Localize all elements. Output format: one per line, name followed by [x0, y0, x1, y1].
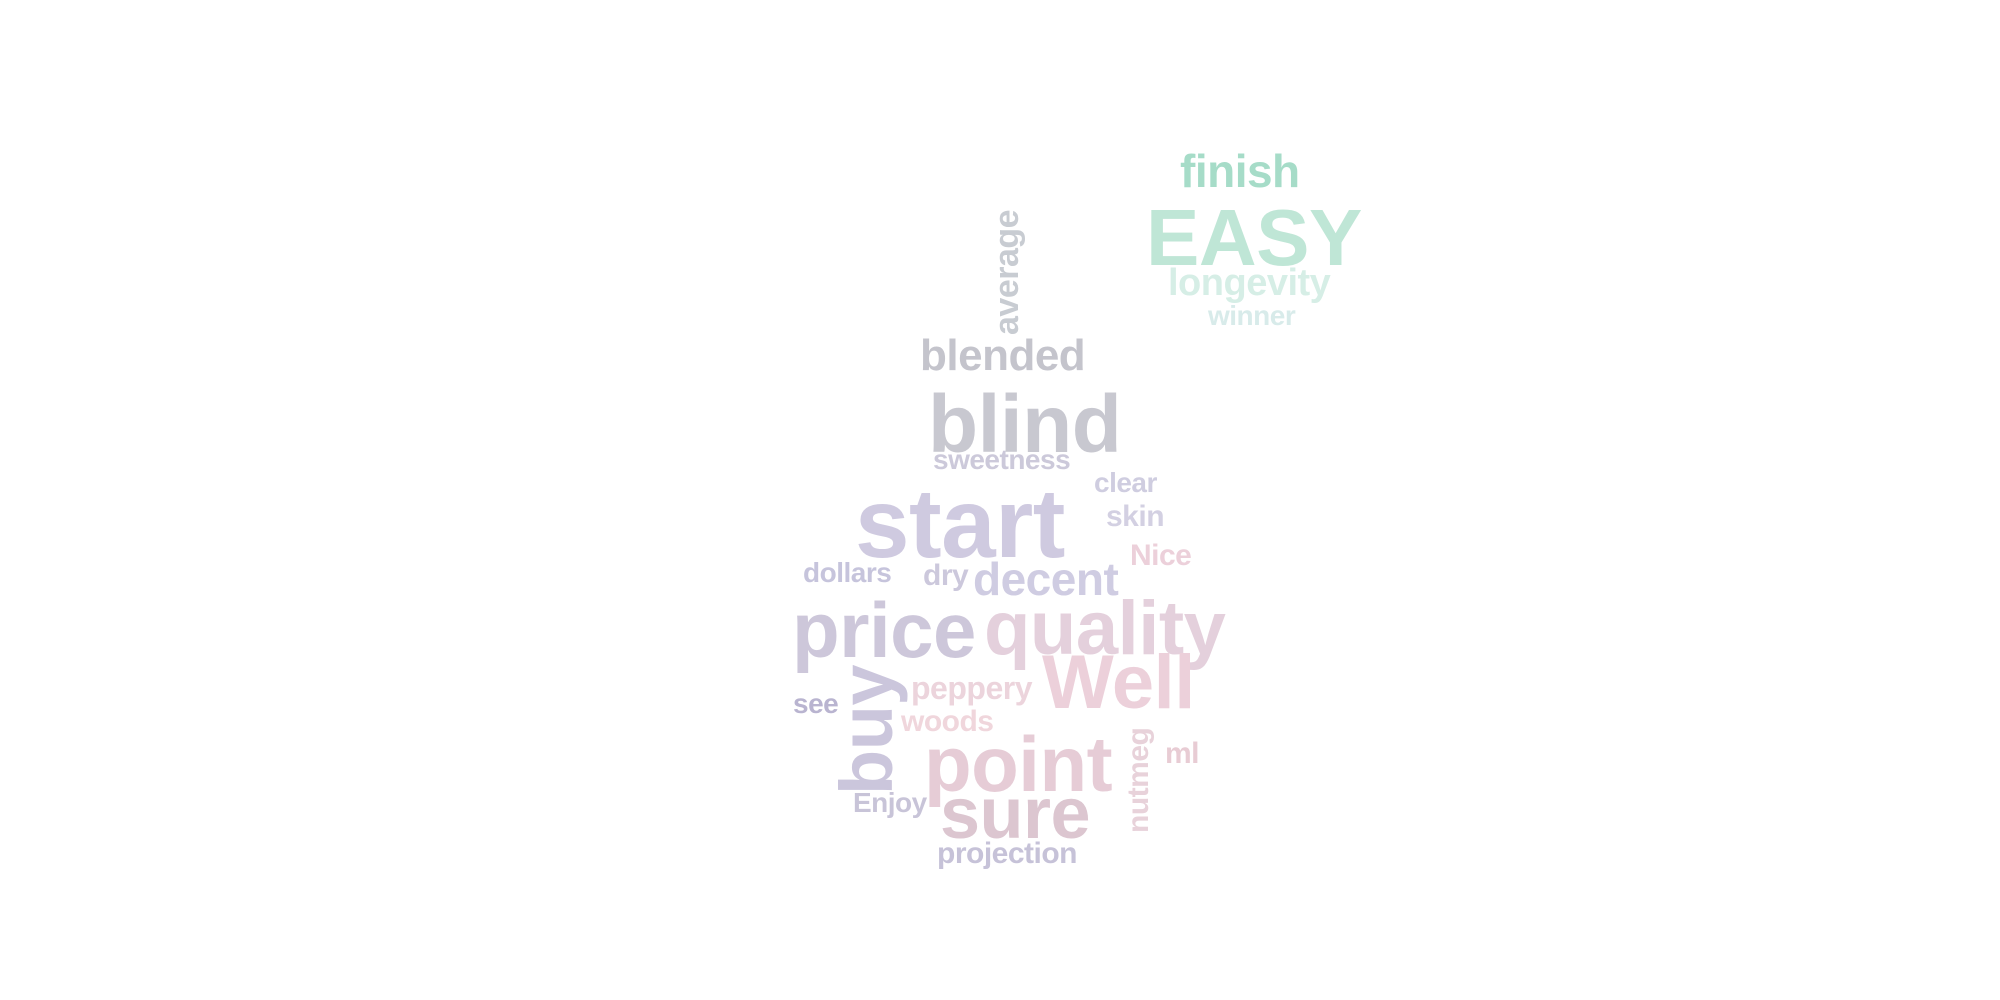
- word-blind: blind: [928, 379, 1122, 470]
- word-longevity: longevity: [1168, 262, 1331, 304]
- word-finish: finish: [1180, 145, 1300, 197]
- word-decent: decent: [973, 553, 1119, 605]
- word-average: average: [988, 209, 1026, 335]
- word-woods: woods: [901, 705, 994, 738]
- word-see: see: [793, 688, 839, 719]
- word-ml: ml: [1165, 737, 1200, 770]
- word-dry: dry: [923, 559, 969, 592]
- word-enjoy: Enjoy: [853, 787, 927, 818]
- word-projection: projection: [937, 837, 1078, 870]
- word-dollars: dollars: [803, 557, 892, 588]
- word-sweetness: sweetness: [933, 444, 1071, 475]
- word-sure: sure: [940, 774, 1091, 854]
- word-blended: blended: [920, 331, 1086, 380]
- word-easy: EASY: [1146, 193, 1362, 282]
- word-well: Well: [1042, 640, 1195, 725]
- word-peppery: peppery: [911, 670, 1032, 706]
- word-quality: quality: [984, 586, 1226, 671]
- word-skin: skin: [1106, 500, 1165, 533]
- word-buy: buy: [825, 664, 908, 795]
- word-winner: winner: [1208, 300, 1296, 331]
- word-point: point: [924, 720, 1113, 808]
- word-start: start: [855, 468, 1065, 578]
- word-nutmeg: nutmeg: [1122, 727, 1155, 833]
- word-price: price: [792, 586, 976, 674]
- word-nice: Nice: [1130, 539, 1192, 572]
- word-clear: clear: [1094, 467, 1157, 498]
